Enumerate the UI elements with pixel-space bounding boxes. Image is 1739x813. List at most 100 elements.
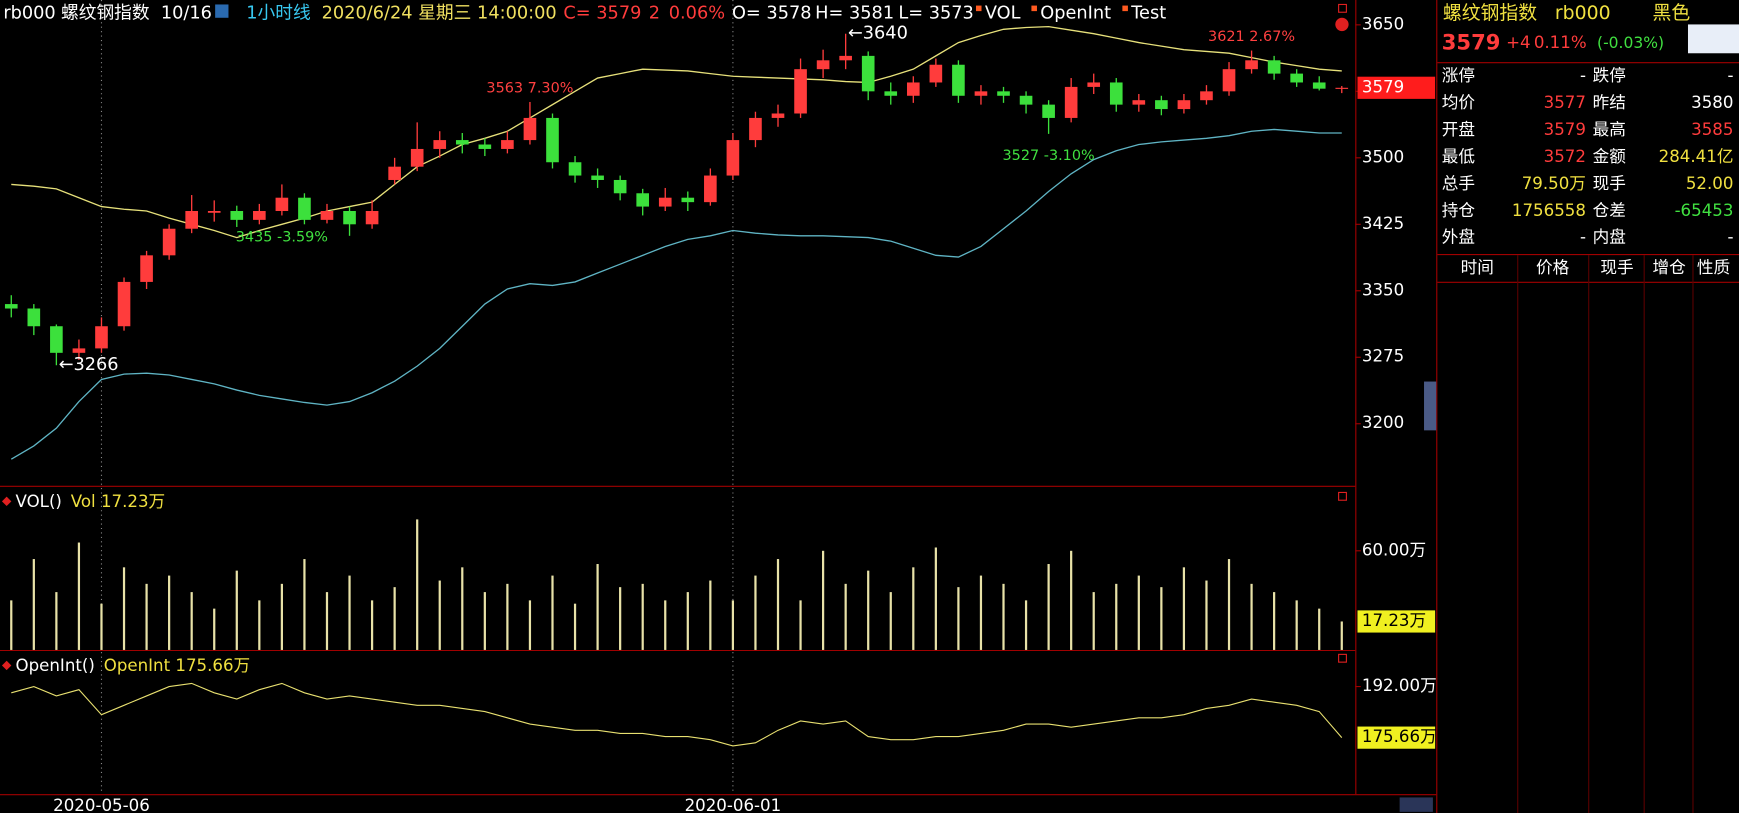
open-interest-line [11,682,1343,747]
y-tick-label: 3425 [1362,214,1404,233]
volume-bar [934,547,937,650]
candle-body [478,144,492,149]
candle-body [613,179,627,194]
indicator: Test [1130,3,1166,23]
quote-label: 最低 [1442,147,1476,166]
volume-bar [596,564,599,650]
quote-label: 跌停 [1593,66,1626,85]
volume-bar [483,592,486,650]
quote-code: rb000 [1555,3,1611,24]
volume-bar [641,583,644,650]
indicator-line [11,25,1342,239]
candle-body [455,140,469,145]
quote-label: 金额 [1593,147,1627,166]
quote-label: 仓差 [1593,201,1626,220]
volume-bar [1070,550,1073,650]
volume-bar [1250,583,1253,650]
y-tick-label: 3275 [1362,347,1404,366]
candle-body [929,64,943,83]
volume-bar [190,592,193,650]
candle-body [749,117,762,141]
candle-body [523,117,537,141]
volume-bar [77,542,81,650]
quote-value: - [1580,228,1586,247]
pane-button[interactable] [1338,491,1347,501]
volume-bar [754,575,757,650]
page: 10/16 [161,3,212,23]
quote-value: 3572 [1544,147,1586,166]
candle-body [1290,73,1303,83]
candle-body [1064,86,1078,118]
volume-bar [393,587,396,650]
volume-bar [1024,600,1028,650]
quote-value: 3579 [1544,120,1586,139]
annotation: 3435 -3.59% [236,230,328,246]
volume-bar [731,600,735,650]
volume-bar [776,559,780,650]
volume-bar [213,608,216,650]
price-tag [1357,76,1436,99]
candle-body [1267,60,1281,74]
volume-bar [348,575,351,650]
candle-body [906,82,920,96]
volume-bar [1137,575,1140,650]
scroll-handle[interactable] [1424,381,1437,431]
symbol: rb000 [3,3,55,23]
candle-body [1132,100,1146,105]
pane-button[interactable] [1338,3,1347,13]
grid-icon[interactable] [215,4,229,18]
candle-body [50,326,63,353]
volume-bar [664,600,667,650]
table-header: 性质 [1697,258,1730,277]
volume-bar [1318,608,1321,650]
pane-button[interactable] [1338,653,1347,663]
pane-legend: OpenInt 175.66万 [104,656,250,675]
volume-bar [867,570,870,650]
period[interactable]: 1小时线 [246,2,311,23]
candle-body [816,60,830,70]
quote-change: +4 [1506,33,1531,52]
volume-bar [168,575,171,650]
quote-label: 现手 [1593,174,1626,193]
volume-bar [1340,621,1343,650]
candle-body [207,211,221,213]
volume-bar [461,567,464,650]
frame [0,0,1438,813]
candle-body [1042,104,1055,118]
volume-bar [325,592,329,650]
pane-title: VOL() [16,492,62,511]
volume-bar [551,575,554,650]
candle-body [1335,87,1349,89]
volume-bar [506,583,509,650]
scroll-arrows[interactable] [1399,797,1433,812]
volume-bar [912,567,915,650]
candle-body [1200,91,1213,101]
table-header: 现手 [1600,258,1633,277]
candle-body [27,308,41,327]
x-tick-label: 2020-06-01 [685,796,782,813]
y-tick-label: 3200 [1362,413,1404,432]
volume-bar [686,592,689,650]
close-icon[interactable] [1335,17,1349,32]
indicator: VOL [985,3,1021,23]
quote-value: 1756558 [1512,201,1586,220]
quote-label: 均价 [1442,93,1476,112]
quote-label: 开盘 [1442,120,1475,139]
candle-body [1177,100,1191,110]
quote-value: - [1727,228,1733,247]
quote-label: 涨停 [1442,66,1475,85]
quote-label: 总手 [1442,174,1475,193]
volume-bar [32,559,35,650]
volume-bar [528,600,532,650]
quote-value: 284.41亿 [1659,147,1734,166]
volume-bar [957,587,960,650]
x-tick-label: 2020-05-06 [53,796,150,813]
candle-body [230,211,244,220]
candle-body [636,193,650,207]
quote-title: 螺纹钢指数 [1443,2,1537,24]
candle-body [4,304,18,309]
candle-body [275,197,289,212]
annotation: 3527 -3.10% [1003,148,1095,164]
quote-sector: 黑色 [1652,2,1690,24]
candle-body [997,91,1010,96]
